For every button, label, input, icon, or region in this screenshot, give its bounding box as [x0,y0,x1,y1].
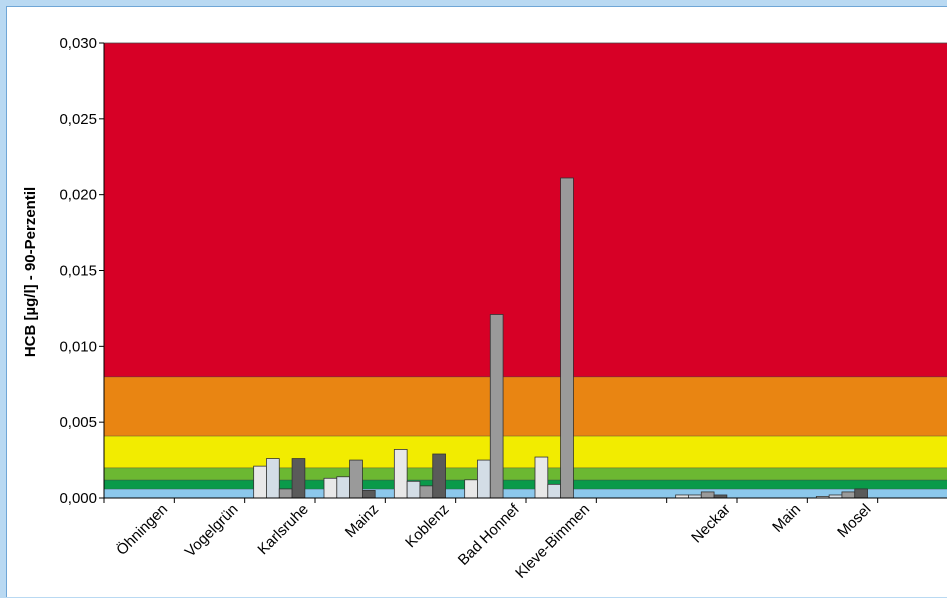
bar-5 [336,476,350,499]
y-axis-label: HCB [µg/l] - 90-Perzentil [22,187,39,357]
bar-2 [278,488,293,499]
bar-12 [464,479,478,499]
y-tick-label-2: 0,010 [59,338,97,355]
bar-15 [534,456,549,499]
y-tick-label-0: 0,000 [59,490,97,507]
band-1 [104,479,947,489]
quality-bands [104,42,947,498]
band-0 [104,488,947,498]
bar-10 [419,485,434,499]
axes [99,42,947,503]
y-tick-label-5: 0,025 [59,111,97,128]
chart-frame: 0,000 0,005 0,010 0,015 0,020 0,025 0,030 Öhni… [6,6,947,597]
y-tick-label-1: 0,005 [59,414,97,431]
x-tick-label-2: Karlsruhe [254,501,311,558]
hcb-bar-chart: 0,000 0,005 0,010 0,015 0,020 0,025 0,030 Öhni… [22,35,947,582]
bar-17 [560,177,574,499]
band-2 [104,467,947,480]
y-tick-label-6: 0,030 [59,35,97,52]
x-tick-label-9: Main [769,501,804,536]
x-tick-label-8: Neckar [688,501,734,547]
bar-4 [323,477,338,499]
band-4 [104,376,947,436]
x-tick-label-4: Koblenz [402,501,452,551]
x-tick-label-0: Öhningen [112,500,171,559]
bar-14 [489,314,504,499]
y-tick-label-4: 0,020 [59,187,97,204]
x-tick-label-10: Mosel [834,501,874,541]
y-tick-label-3: 0,015 [59,263,97,280]
band-5 [104,43,947,377]
bar-24 [841,491,856,499]
bar-13 [477,459,491,499]
x-tick-label-1: Vogelgrün [182,501,242,561]
bar-8 [393,449,408,499]
x-tick-label-5: Bad Honnef [455,500,524,569]
bar-9 [406,480,421,499]
bar-20 [700,491,715,499]
bar-16 [547,483,561,499]
bar-11 [432,453,446,499]
bar-3 [291,458,306,499]
y-tick-labels: 0,000 0,005 0,010 0,015 0,020 0,025 0,030 [59,35,97,507]
bar-1 [266,458,280,499]
x-tick-label-6: Kleve-Bimmen [512,501,593,582]
x-tick-labels: Öhningen Vogelgrün Karlsruhe Mainz Koblenz Ba… [112,500,874,582]
x-tick-label-3: Mainz [342,501,382,541]
band-3 [104,435,947,468]
bar-25 [854,488,868,499]
bar-6 [349,459,363,499]
bar-7 [361,490,376,499]
bar-0 [253,465,267,499]
